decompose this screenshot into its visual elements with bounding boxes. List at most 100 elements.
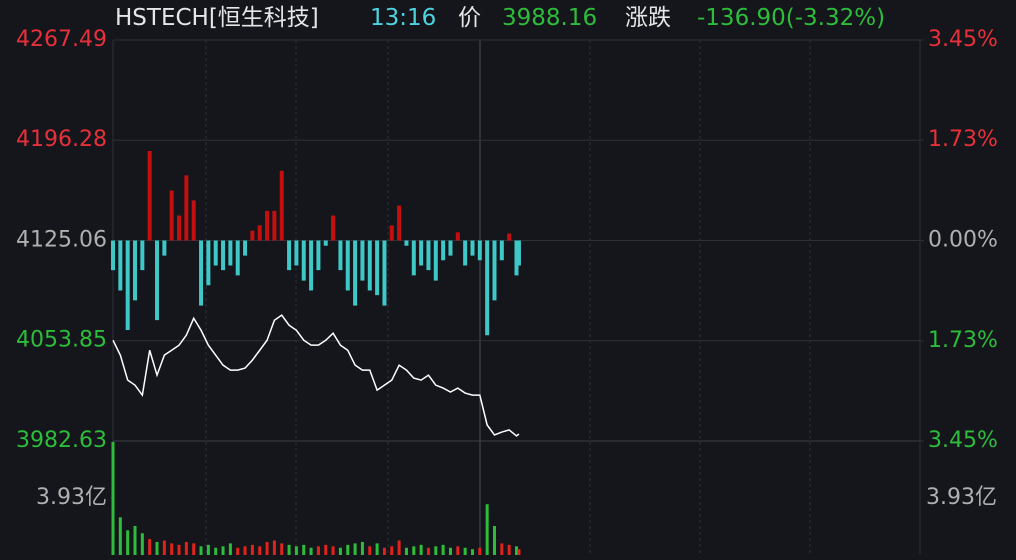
volume-bar — [470, 549, 474, 555]
strength-bar — [206, 240, 211, 286]
strength-bar — [243, 240, 248, 256]
strength-bar — [221, 240, 226, 271]
strength-bar — [499, 240, 504, 261]
strength-bar — [514, 240, 519, 276]
volume-bar — [192, 543, 196, 555]
strength-bar — [235, 240, 240, 276]
strength-bar — [162, 240, 167, 256]
volume-bar — [287, 544, 291, 555]
volume-bar — [419, 544, 423, 555]
strength-bar — [140, 240, 145, 271]
strength-bar — [382, 240, 387, 306]
strength-bar — [470, 240, 475, 256]
volume-bar — [426, 547, 430, 555]
strength-bar — [375, 240, 380, 296]
strength-bar — [228, 240, 233, 266]
y2-tick-label: 0.00% — [928, 228, 998, 253]
volume-bar — [265, 541, 269, 555]
volume-bar — [155, 541, 159, 555]
strength-bar — [257, 225, 262, 241]
strength-bar — [360, 240, 365, 281]
volume-bar — [478, 547, 482, 555]
strength-bar — [404, 240, 409, 246]
volume-bar — [228, 543, 232, 555]
y-tick-label: 4196.28 — [16, 127, 107, 152]
strength-bar — [477, 240, 482, 261]
volume-bar — [250, 544, 254, 555]
volume-bar — [492, 525, 496, 555]
volume-bar — [390, 546, 394, 555]
strength-bar — [516, 240, 521, 266]
strength-bar — [455, 232, 460, 241]
volume-bar — [324, 544, 328, 555]
strength-bar — [389, 225, 394, 241]
strength-bar — [426, 240, 431, 271]
change: -136.90(-3.32%) — [697, 5, 885, 31]
strength-bar — [345, 240, 350, 291]
volume-bar — [353, 543, 357, 555]
volume-bar — [302, 544, 306, 555]
strength-bar — [367, 240, 372, 291]
volume-bar — [162, 540, 166, 555]
volume-bar — [404, 547, 408, 555]
y-tick-label: 4125.06 — [16, 228, 107, 253]
volume-bar — [280, 543, 284, 555]
strength-bar — [397, 205, 402, 241]
y-tick-label-right: 3.93亿 — [926, 485, 997, 510]
volume-bar — [206, 544, 210, 555]
volume-bar — [331, 546, 335, 555]
volume-bar — [485, 504, 489, 555]
symbol: HSTECH[恒生科技] — [115, 5, 319, 31]
volume-bar — [434, 546, 438, 555]
price-label: 价 — [458, 5, 481, 31]
y2-tick-label: 3.45% — [928, 27, 998, 52]
y2-tick-label: 1.73% — [928, 328, 998, 353]
volume-bar — [309, 547, 313, 555]
y-tick-label: 4053.85 — [16, 328, 107, 353]
price: 3988.16 — [502, 5, 597, 31]
strength-bar — [294, 240, 299, 266]
strength-bar — [411, 240, 416, 276]
strength-bar — [169, 190, 174, 241]
strength-bar — [301, 240, 306, 281]
volume-bar — [448, 547, 452, 555]
price-line — [112, 314, 520, 437]
volume-bar — [397, 540, 401, 555]
volume-bar — [463, 547, 467, 555]
volume-bar — [148, 539, 152, 555]
volume-bar — [214, 547, 218, 555]
volume-bar — [118, 517, 122, 555]
volume-bar — [360, 541, 364, 555]
strength-bar — [323, 240, 328, 246]
strength-bar — [507, 233, 512, 241]
strength-bar — [485, 240, 490, 336]
strength-bar — [441, 240, 446, 261]
y-tick-label: 3.93亿 — [36, 485, 107, 510]
volume-bar — [177, 544, 181, 555]
volume-bar — [184, 541, 188, 555]
volume-bar — [375, 543, 379, 555]
y2-tick-label: 3.45% — [928, 428, 998, 453]
volume-bar — [346, 544, 350, 555]
strength-bar — [492, 240, 497, 301]
volume-bar — [140, 533, 144, 555]
volume-bar — [412, 546, 416, 555]
strength-bar — [213, 240, 218, 266]
volume-bar — [368, 546, 372, 555]
strength-bar — [448, 240, 453, 256]
volume-bar — [170, 543, 174, 555]
strength-bar — [309, 240, 314, 291]
strength-bar — [250, 230, 255, 241]
y-tick-label: 4267.49 — [16, 27, 107, 52]
strength-bar — [433, 240, 438, 281]
volume-bar — [111, 441, 115, 555]
volume-bar — [294, 546, 298, 555]
change-label: 涨跌 — [625, 5, 671, 31]
volume-bar — [243, 546, 247, 555]
header: HSTECH[恒生科技] 13:16 价 3988.16 涨跌 -136.90(… — [115, 5, 885, 31]
volume-bar — [199, 546, 203, 555]
volume-bar — [382, 547, 386, 555]
strength-bar — [353, 240, 358, 306]
